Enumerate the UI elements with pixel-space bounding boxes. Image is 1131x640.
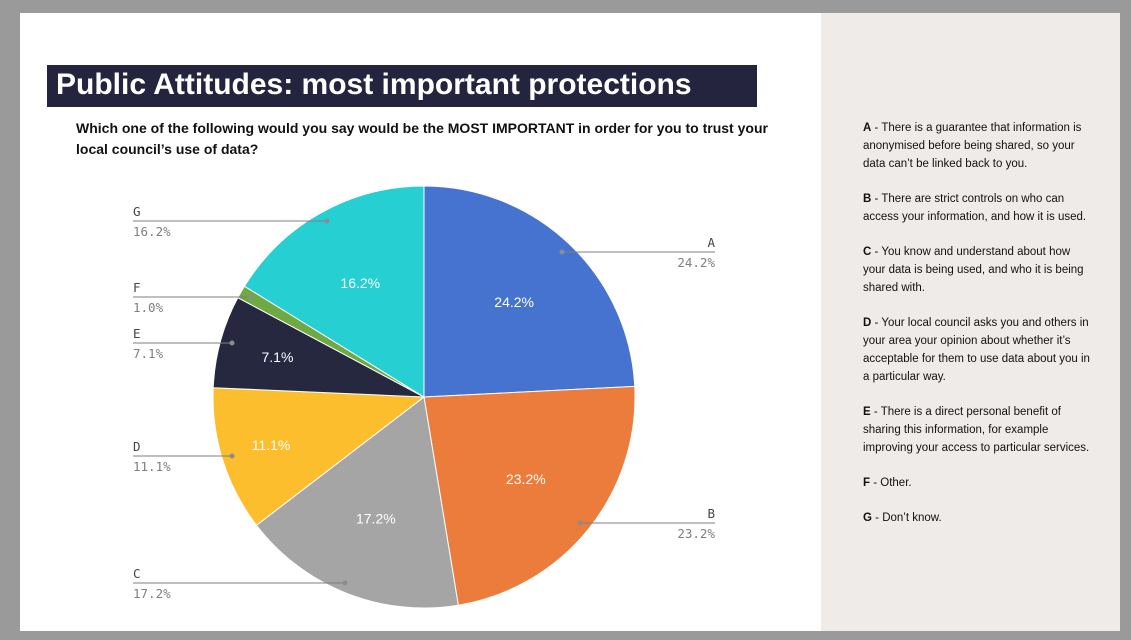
legend-item-d: D - Your local council asks you and othe…: [863, 314, 1095, 386]
legend-sep: -: [871, 193, 882, 205]
legend-text: There is a guarantee that information is…: [863, 122, 1082, 170]
legend-item-f: F - Other.: [863, 474, 1095, 492]
legend-key: D: [863, 317, 872, 329]
legend-sep: -: [871, 246, 882, 258]
slice-value-label-g: 16.2%: [340, 275, 380, 291]
slide: Public Attitudes: most important protect…: [20, 13, 1120, 631]
callout-dot-f: [248, 294, 254, 300]
callout-dot-c: [342, 580, 348, 586]
legend-item-e: E - There is a direct personal benefit o…: [863, 403, 1095, 457]
callout-dot-e: [229, 340, 235, 346]
slice-value-label-b: 23.2%: [506, 471, 546, 487]
legend-text: Other.: [880, 477, 912, 489]
pie-slice-b: [423, 385, 636, 606]
callout-dot-b: [577, 520, 583, 526]
callout-category-c: C: [133, 566, 141, 581]
callout-category-f: F: [133, 280, 141, 295]
legend-sep: -: [870, 477, 881, 489]
callout-category-e: E: [133, 326, 141, 341]
legend-key: F: [863, 477, 871, 489]
callout-category-a: A: [707, 235, 715, 250]
callout-category-d: D: [133, 439, 141, 454]
legend-sep: -: [871, 317, 882, 329]
legend-sep: -: [870, 406, 881, 418]
legend-key: G: [863, 512, 872, 524]
legend-text: You know and understand about how your d…: [863, 246, 1084, 294]
pie-slice-c: [255, 396, 459, 609]
legend-item-g: G - Don’t know.: [863, 509, 1095, 527]
slice-value-label-c: 17.2%: [356, 511, 396, 527]
page-title: Public Attitudes: most important protect…: [56, 68, 692, 101]
legend-item-c: C - You know and understand about how yo…: [863, 243, 1095, 297]
callout-value-b: 23.2%: [677, 526, 715, 541]
legend-key: A: [863, 122, 872, 134]
title-bar: Public Attitudes: most important protect…: [47, 65, 757, 107]
legend-sep: -: [871, 512, 883, 524]
legend-sep: -: [871, 122, 882, 134]
legend-key: B: [863, 193, 872, 205]
pie-slice-g: [243, 185, 425, 398]
pie-slice-d: [212, 387, 426, 526]
legend: A - There is a guarantee that informatio…: [863, 119, 1095, 544]
callout-dot-g: [324, 218, 330, 224]
callout-dot-a: [559, 249, 565, 255]
legend-text: Don’t know.: [882, 512, 942, 524]
legend-item-a: A - There is a guarantee that informatio…: [863, 119, 1095, 173]
legend-text: There are strict controls on who can acc…: [863, 193, 1087, 223]
callout-category-b: B: [707, 506, 715, 521]
callout-value-f: 1.0%: [133, 300, 164, 315]
legend-key: E: [863, 406, 871, 418]
slice-value-label-a: 24.2%: [494, 294, 534, 310]
callout-value-d: 11.1%: [133, 459, 171, 474]
callout-dot-d: [229, 453, 235, 459]
pie-slice-a: [423, 185, 636, 398]
callout-category-g: G: [133, 204, 141, 219]
legend-panel: [821, 13, 1120, 631]
callout-value-e: 7.1%: [133, 346, 164, 361]
callout-value-c: 17.2%: [133, 586, 171, 601]
callout-value-a: 24.2%: [677, 255, 715, 270]
legend-key: C: [863, 246, 872, 258]
survey-question: Which one of the following would you say…: [76, 120, 768, 157]
legend-item-b: B - There are strict controls on who can…: [863, 190, 1095, 226]
pie-chart: 24.2% A 24.2% 23.2% B 23.2% 17.2% C 17.2% 11.1% D 1…: [133, 185, 715, 609]
slice-value-label-d: 11.1%: [252, 437, 291, 453]
legend-text: There is a direct personal benefit of sh…: [863, 406, 1090, 454]
legend-text: Your local council asks you and others i…: [863, 317, 1090, 383]
callout-value-g: 16.2%: [133, 224, 171, 239]
slice-value-label-e: 7.1%: [262, 349, 294, 365]
